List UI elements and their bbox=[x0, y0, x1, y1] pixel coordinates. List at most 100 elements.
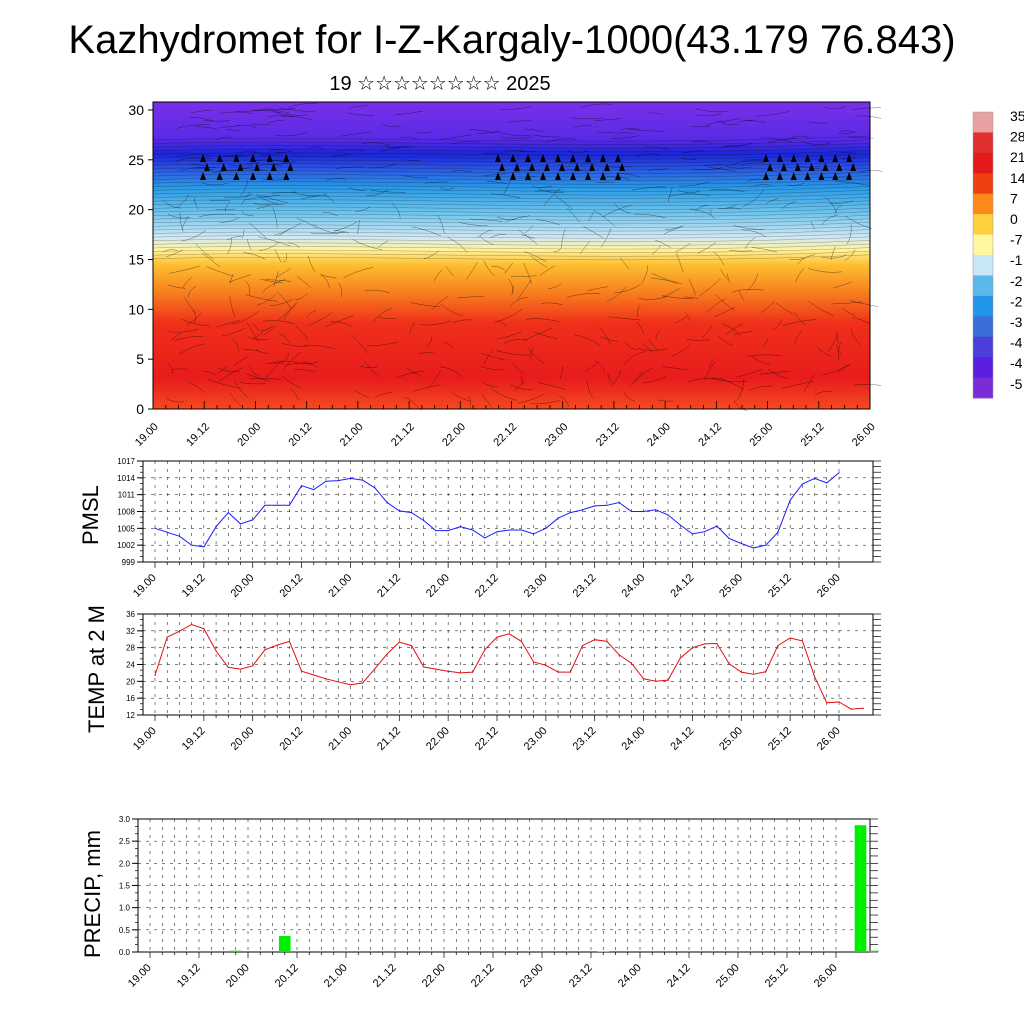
wind-barb bbox=[540, 172, 546, 180]
x-tick-label: 24.00 bbox=[619, 725, 647, 753]
wind-barb bbox=[200, 154, 206, 162]
data-point bbox=[594, 505, 596, 507]
wind-barb bbox=[216, 154, 223, 162]
data-point bbox=[203, 546, 205, 548]
data-point bbox=[288, 640, 290, 642]
wind-barb bbox=[200, 172, 206, 180]
wind-barb bbox=[266, 172, 273, 180]
wind-barb bbox=[204, 163, 210, 171]
colorbar-label: 0 bbox=[1010, 211, 1018, 227]
data-point bbox=[667, 514, 669, 516]
x-tick-label: 21.12 bbox=[371, 962, 399, 990]
x-tick-label: 19.00 bbox=[131, 572, 159, 600]
wind-barb bbox=[499, 163, 505, 171]
data-point bbox=[264, 649, 266, 651]
y-tick-label: 20 bbox=[128, 202, 144, 218]
y-tick-label: 0.5 bbox=[119, 926, 131, 935]
x-tick-label: 23.00 bbox=[522, 572, 550, 600]
wind-barb bbox=[570, 172, 576, 180]
colorbar-frame bbox=[972, 111, 994, 399]
data-point bbox=[435, 529, 437, 532]
y-tick-label: 28 bbox=[126, 644, 135, 653]
data-point bbox=[459, 526, 461, 528]
x-tick-label: 25.12 bbox=[766, 572, 794, 600]
y-tick-label: 24 bbox=[126, 661, 135, 670]
data-point bbox=[447, 529, 449, 532]
data-point bbox=[362, 682, 364, 684]
data-point bbox=[508, 529, 510, 531]
x-tick-label: 24.00 bbox=[619, 572, 647, 600]
colorbar-swatch bbox=[973, 275, 993, 297]
x-tick-label: 19.12 bbox=[180, 572, 208, 600]
wind-barb bbox=[615, 172, 621, 180]
wind-barb bbox=[589, 163, 595, 171]
data-point bbox=[410, 512, 413, 514]
colorbar-label: 35 bbox=[1010, 108, 1024, 124]
wind-barb bbox=[287, 163, 294, 171]
y-tick-label: 30 bbox=[128, 102, 144, 118]
x-tick-label: 20.12 bbox=[277, 572, 305, 600]
data-point bbox=[435, 668, 437, 670]
y-tick-label: 5 bbox=[136, 351, 144, 367]
x-tick-label: 22.12 bbox=[473, 725, 501, 753]
colorbar-label: -4 bbox=[1010, 355, 1023, 371]
data-point bbox=[752, 673, 755, 675]
colorbar-swatch bbox=[973, 234, 993, 256]
x-tick-label: 24.00 bbox=[645, 421, 673, 449]
data-point bbox=[264, 504, 266, 506]
wind-barb bbox=[790, 154, 797, 162]
data-point bbox=[520, 640, 523, 642]
data-point bbox=[276, 644, 278, 646]
wind-barb bbox=[514, 163, 520, 171]
x-tick-label: 25.00 bbox=[717, 725, 745, 753]
y-tick-label: 1017 bbox=[117, 457, 135, 466]
wind-barb bbox=[846, 172, 853, 180]
colorbar-label: -1 bbox=[1010, 252, 1023, 268]
data-point bbox=[716, 525, 718, 527]
data-point bbox=[594, 639, 596, 641]
x-tick-label: 19.00 bbox=[131, 725, 159, 753]
data-point bbox=[850, 708, 852, 710]
wind-barb bbox=[283, 154, 290, 162]
y-tick-label: 1005 bbox=[117, 524, 135, 533]
wind-barb bbox=[574, 163, 580, 171]
data-point bbox=[679, 657, 681, 659]
wind-barb bbox=[600, 172, 606, 180]
data-point bbox=[471, 671, 474, 673]
colorbar-swatch bbox=[973, 112, 993, 133]
data-point bbox=[191, 544, 193, 546]
data-point bbox=[410, 644, 413, 647]
wind-barb bbox=[832, 172, 839, 180]
data-point bbox=[386, 501, 388, 504]
data-point bbox=[362, 479, 364, 481]
precip-bar bbox=[854, 825, 867, 952]
wind-barb bbox=[822, 163, 829, 171]
x-tick-label: 23.00 bbox=[518, 962, 546, 990]
colorbar-label: -5 bbox=[1010, 376, 1023, 392]
wind-barb bbox=[540, 154, 546, 162]
y-tick-label: 0.0 bbox=[119, 948, 131, 957]
y-tick-label: 12 bbox=[126, 711, 135, 720]
data-point bbox=[154, 527, 156, 529]
x-tick-label: 19.12 bbox=[175, 962, 203, 990]
colorbar-swatch bbox=[973, 295, 993, 317]
x-tick-label: 24.00 bbox=[616, 962, 644, 990]
colorbar-swatch bbox=[973, 377, 993, 399]
data-point bbox=[545, 527, 547, 529]
data-point bbox=[838, 472, 840, 474]
x-tick-label: 24.12 bbox=[665, 962, 693, 990]
data-point bbox=[765, 544, 767, 546]
wind-barb bbox=[763, 154, 769, 162]
wind-barb bbox=[619, 163, 625, 171]
x-tick-label: 20.12 bbox=[287, 421, 315, 449]
data-point bbox=[557, 671, 559, 673]
wind-barb bbox=[763, 172, 769, 180]
data-point bbox=[471, 529, 474, 531]
data-point bbox=[252, 519, 254, 521]
x-tick-label: 26.00 bbox=[815, 725, 843, 753]
x-tick-label: 22.00 bbox=[420, 962, 448, 990]
data-point bbox=[325, 480, 327, 482]
wind-barb bbox=[529, 163, 535, 171]
data-point bbox=[349, 477, 352, 479]
data-point bbox=[166, 636, 168, 638]
